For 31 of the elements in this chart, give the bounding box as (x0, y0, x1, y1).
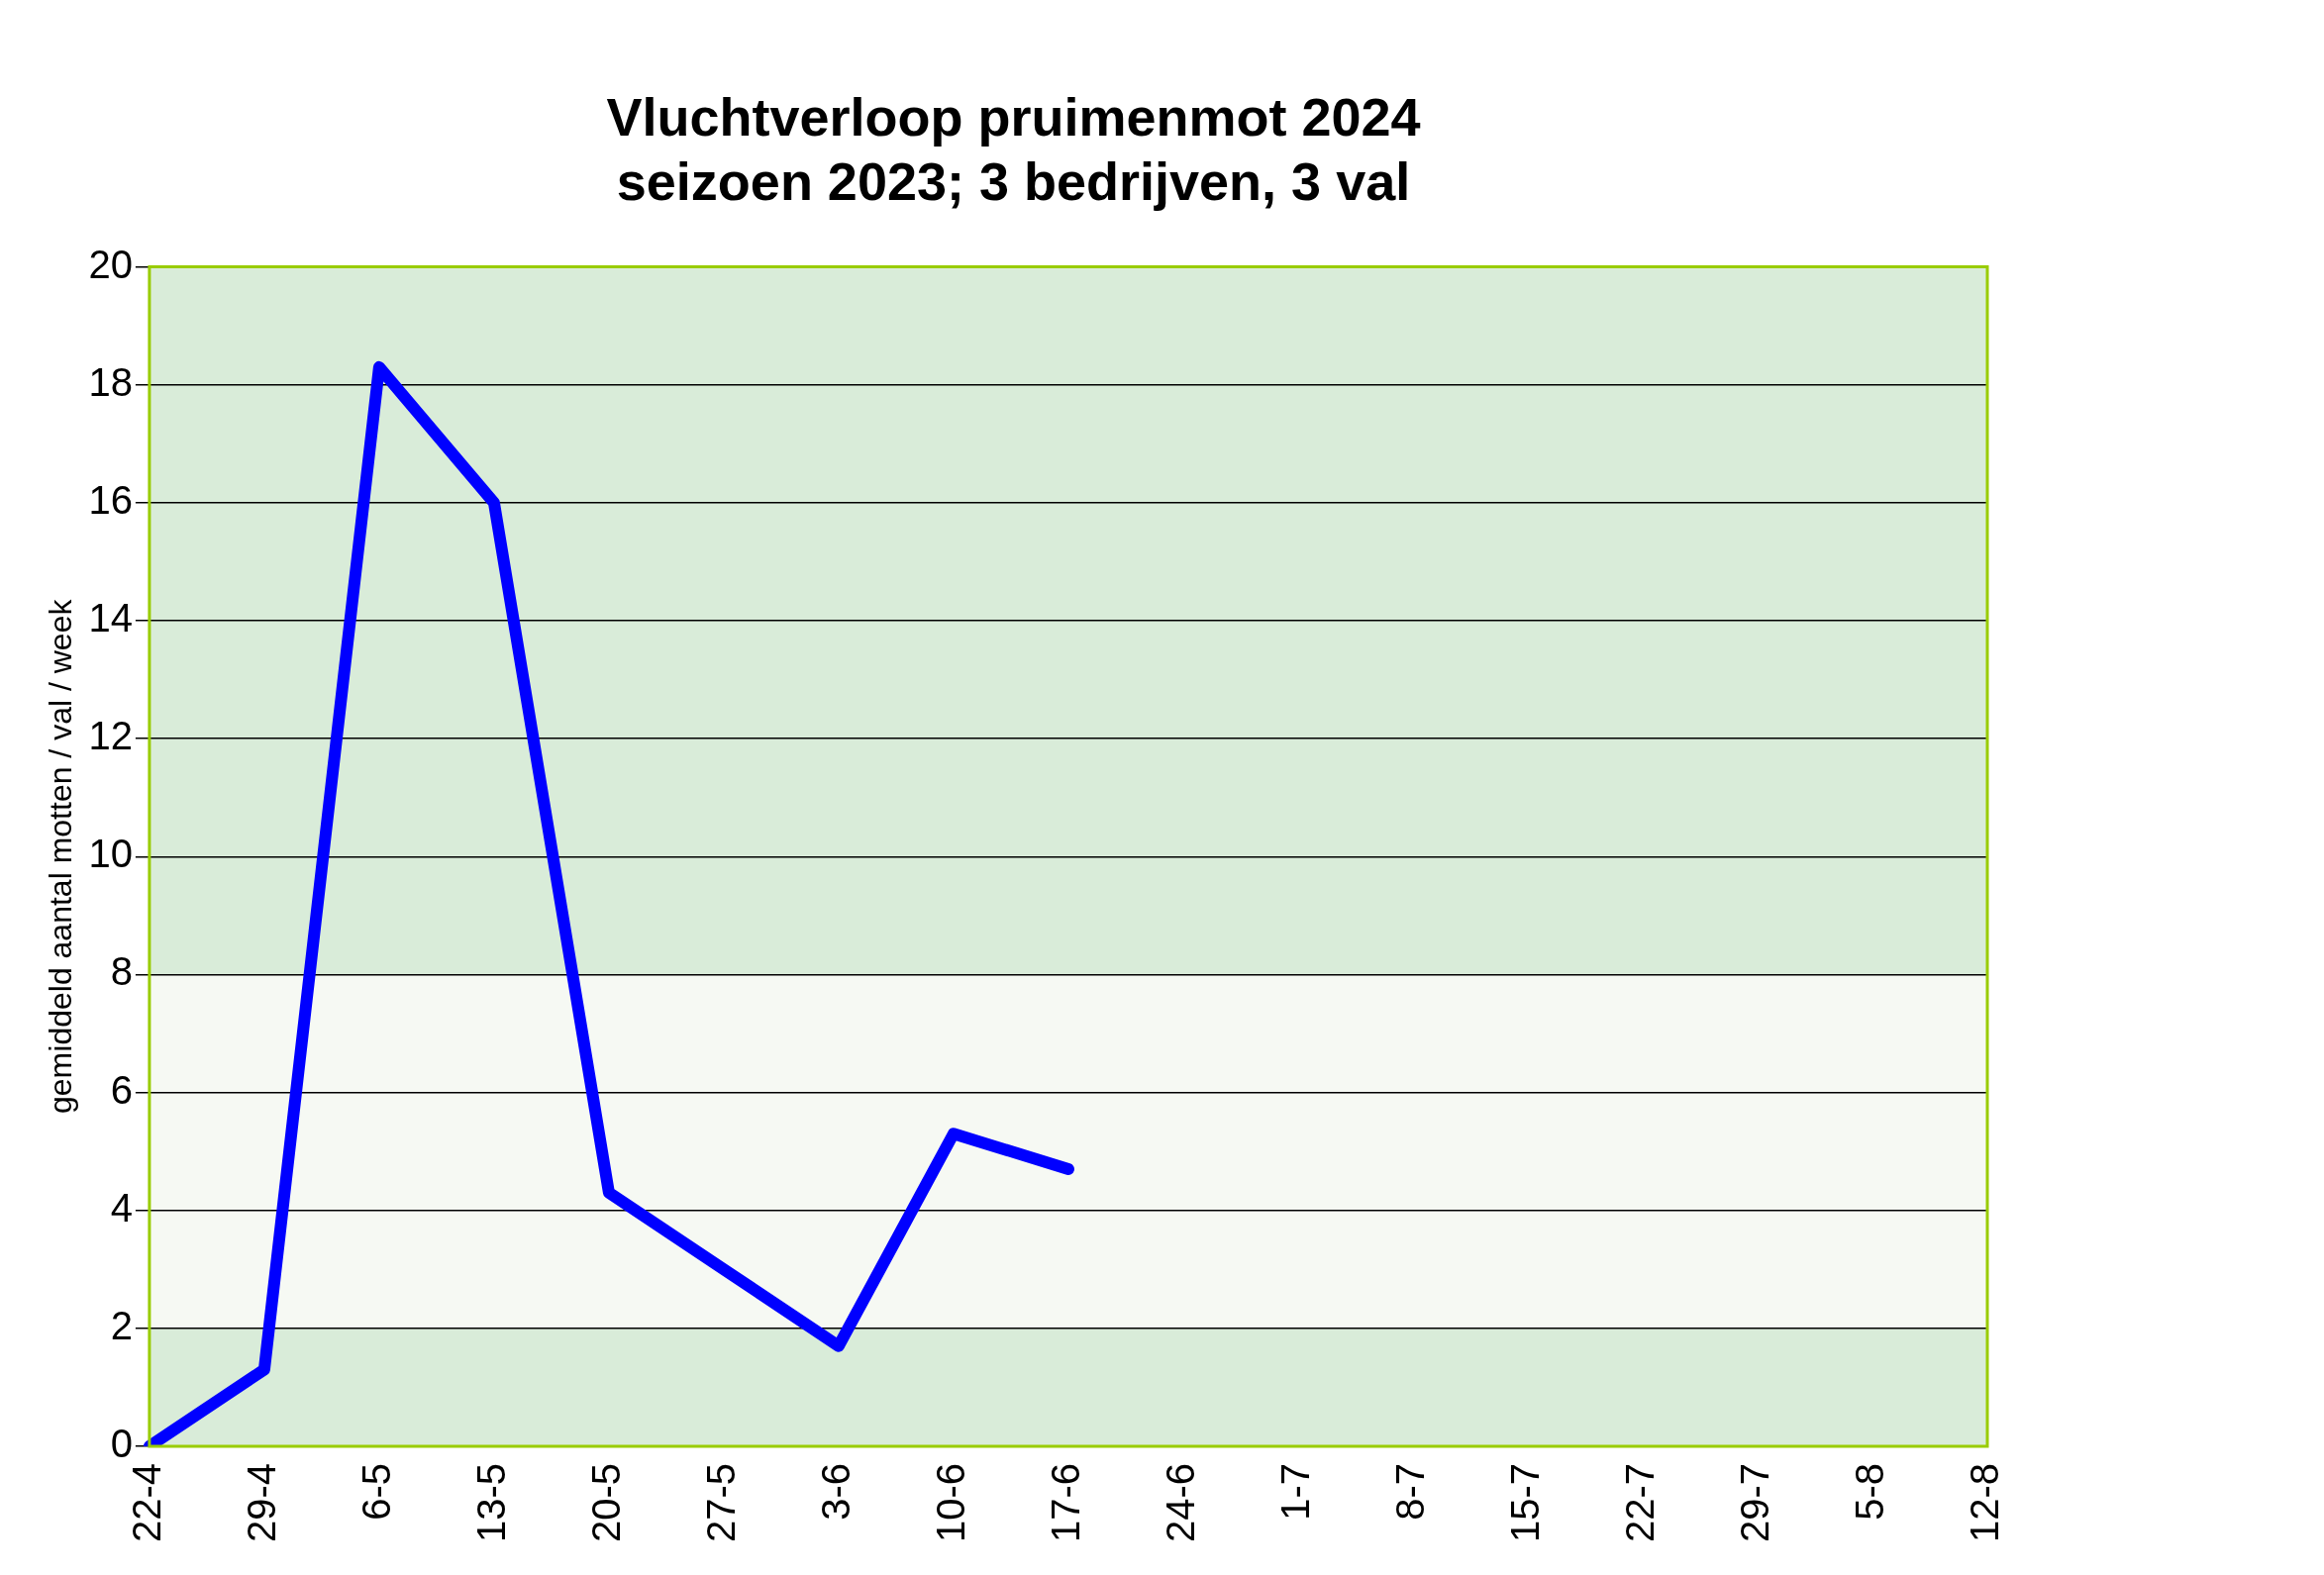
x-tick-label: 29-4 (239, 1462, 283, 1542)
y-tick-label: 0 (110, 1421, 133, 1465)
y-tick-label: 18 (88, 359, 133, 404)
x-tick-label: 13-5 (468, 1462, 513, 1542)
y-tick-label: 6 (110, 1067, 133, 1112)
x-tick-label: 15-7 (1503, 1462, 1547, 1542)
x-tick-label: 12-8 (1963, 1462, 2007, 1542)
y-tick-label: 20 (88, 242, 133, 286)
x-tick-label: 27-5 (698, 1462, 743, 1542)
x-tick-label: 24-6 (1158, 1462, 1202, 1542)
y-tick-label: 2 (110, 1303, 133, 1347)
x-tick-label: 20-5 (583, 1462, 628, 1542)
text: Vluchtverloop pruimenmot 2024 (606, 87, 1421, 148)
x-tick-label: 10-6 (928, 1462, 972, 1542)
x-tick-label: 17-6 (1043, 1462, 1087, 1542)
y-axis-title: gemiddeld aantal motten / val / week (43, 598, 79, 1114)
x-tick-label: 29-7 (1733, 1462, 1777, 1542)
x-tick-label: 3-6 (813, 1462, 858, 1521)
y-tick-label: 10 (88, 832, 133, 876)
y-tick-label: 8 (110, 949, 133, 994)
y-tick-label: 16 (88, 477, 133, 522)
y-tick-label: 4 (110, 1185, 133, 1230)
y-tick-label: 12 (88, 714, 133, 758)
x-tick-label: 22-4 (124, 1462, 168, 1542)
y-tick-label: 14 (88, 596, 133, 640)
x-tick-label: 1-7 (1272, 1462, 1317, 1521)
x-tick-label: 8-7 (1388, 1462, 1432, 1521)
text: seizoen 2023; 3 bedrijven, 3 val (616, 151, 1411, 212)
x-tick-label: 5-8 (1848, 1462, 1892, 1521)
x-tick-label: 6-5 (354, 1462, 398, 1521)
x-tick-label: 22-7 (1618, 1462, 1663, 1542)
